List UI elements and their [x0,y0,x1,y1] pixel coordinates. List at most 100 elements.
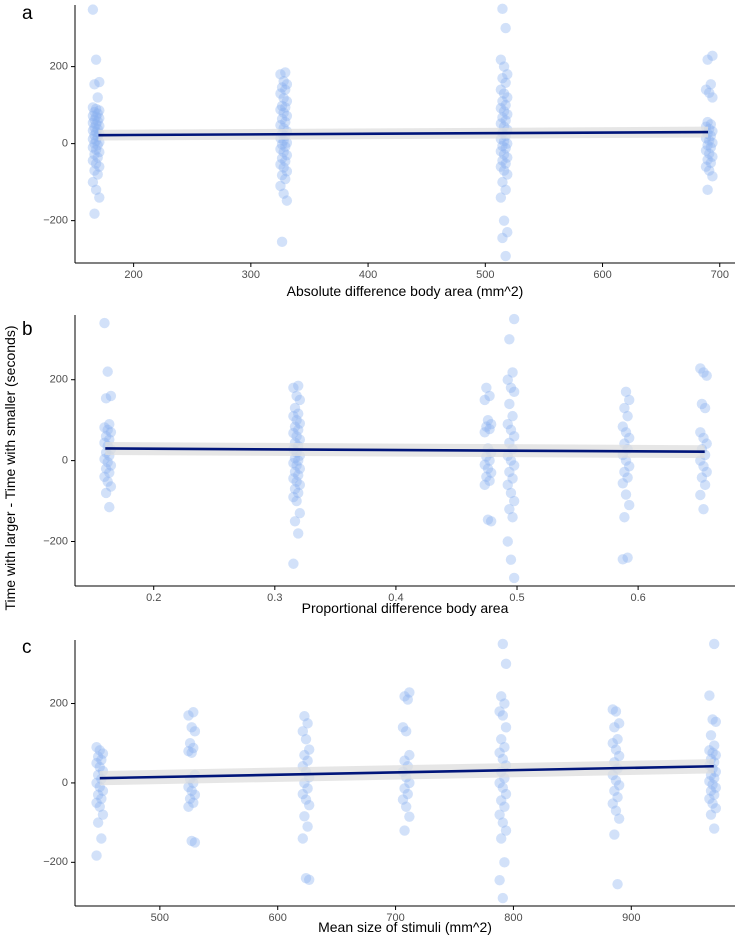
data-point [508,572,520,584]
data-point [294,507,306,519]
data-point [291,414,302,426]
data-point [497,3,508,15]
data-point [479,479,490,491]
data-point [291,476,302,487]
data-point [482,463,494,474]
panel-letter-c: c [22,637,32,658]
data-point [99,422,110,433]
data-point [612,878,623,890]
data-point [89,149,100,160]
data-point [498,165,510,176]
data-point [293,487,304,499]
data-point [104,467,115,478]
data-point [500,788,512,800]
data-point [100,393,112,404]
data-point [94,801,105,812]
data-point [186,722,197,733]
data-point [702,116,713,128]
data-point [619,512,630,523]
data-point [302,755,313,766]
data-point [502,536,513,547]
data-point [189,726,201,737]
data-point [87,176,99,188]
data-point [508,313,520,325]
data-point [87,133,99,145]
data-point [709,638,720,650]
data-point [288,410,299,422]
data-point [617,478,629,489]
data-point [281,166,293,177]
y-tick-label: 200 [50,61,68,73]
data-point [105,427,117,438]
data-point [707,92,718,103]
data-point [495,103,507,114]
data-point [99,453,110,465]
data-point [294,434,306,445]
data-point [612,734,623,745]
data-point [94,192,105,203]
data-point [280,102,291,113]
data-point [702,139,713,151]
data-point [496,833,507,844]
panel-b: b −200 0 200 0.2 0.3 0.4 0.5 0.6 Proportional dif… [22,313,735,616]
data-point [698,503,709,515]
x-axis-title: Proportional difference body area [302,600,509,616]
data-point [702,54,713,65]
data-point [297,788,308,800]
data-point [399,755,410,766]
data-point [705,130,717,142]
data-point [302,783,313,794]
y-tick-label: −200 [43,215,68,227]
data-point [278,107,289,119]
data-point [495,161,507,172]
regression-line [98,130,709,137]
data-point [94,76,105,88]
data-point [498,106,510,117]
x-tick-label: 700 [711,269,729,281]
data-point [399,691,410,702]
data-point [496,691,507,702]
data-point [183,710,194,721]
data-point [92,789,104,801]
data-point [94,745,105,756]
x-tick-label: 500 [151,912,169,924]
data-point [278,188,289,199]
data-point [484,423,495,435]
x-tick-label: 900 [622,912,640,924]
data-point [87,142,99,153]
data-point [304,744,315,755]
x-tick-label: 0.2 [146,592,161,604]
data-point [497,155,508,166]
data-point [610,706,622,717]
data-point [302,821,313,832]
data-point [698,432,709,444]
data-point [497,638,509,650]
data-point [291,390,302,402]
data-point [709,740,720,751]
data-point [494,874,505,886]
data-point [702,154,713,165]
x-tick-label: 0.6 [630,592,645,604]
data-point [498,88,510,99]
data-point [499,698,510,709]
data-point [497,140,508,152]
data-point [90,111,102,122]
data-point [276,236,288,248]
data-point [710,803,722,814]
data-point [280,84,291,95]
data-point [497,176,508,188]
data-point [300,873,312,884]
data-point [495,84,507,95]
data-point [186,747,197,758]
data-point [89,79,100,90]
data-point [96,793,107,805]
data-point [705,79,717,90]
data-point [695,489,706,501]
data-point [504,398,515,410]
data-point [297,833,308,844]
data-point [293,455,304,466]
data-point [189,837,201,848]
data-point [702,184,713,196]
data-point [479,394,490,406]
